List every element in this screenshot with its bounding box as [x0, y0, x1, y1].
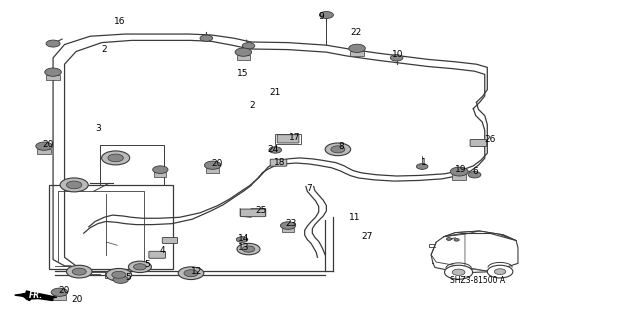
Text: 11: 11 [349, 213, 360, 222]
Circle shape [487, 265, 513, 278]
Circle shape [178, 267, 204, 279]
Circle shape [60, 178, 88, 192]
Bar [53, 295, 66, 300]
Circle shape [108, 154, 124, 162]
Text: 20: 20 [211, 159, 223, 168]
FancyBboxPatch shape [277, 135, 299, 143]
Circle shape [36, 142, 52, 150]
Circle shape [72, 268, 86, 275]
Text: 7: 7 [306, 184, 312, 193]
Circle shape [494, 269, 506, 274]
Circle shape [269, 147, 282, 153]
Text: 3: 3 [95, 124, 101, 133]
Bar [100, 145, 164, 185]
Bar [38, 149, 51, 153]
Text: 14: 14 [238, 234, 250, 243]
Circle shape [445, 265, 472, 279]
Text: 21: 21 [269, 88, 280, 97]
FancyBboxPatch shape [149, 251, 166, 258]
Circle shape [454, 239, 460, 241]
Text: 20: 20 [42, 140, 54, 149]
Circle shape [46, 40, 60, 47]
Circle shape [153, 166, 168, 174]
Circle shape [184, 270, 198, 277]
Circle shape [235, 48, 252, 56]
Text: 2: 2 [102, 45, 108, 55]
Text: SHZ3-81500 A: SHZ3-81500 A [451, 276, 506, 286]
Text: 22: 22 [351, 28, 362, 37]
Bar [47, 75, 60, 79]
Text: 10: 10 [392, 50, 403, 59]
Text: 4: 4 [159, 247, 164, 256]
Text: 2: 2 [250, 101, 255, 110]
Text: 9: 9 [319, 12, 324, 21]
FancyBboxPatch shape [241, 209, 266, 217]
Text: 19: 19 [456, 165, 467, 174]
Text: 12: 12 [191, 267, 202, 276]
Bar [282, 228, 294, 233]
Circle shape [417, 164, 428, 169]
Text: 27: 27 [362, 232, 373, 241]
Circle shape [51, 288, 68, 296]
Text: 20: 20 [71, 295, 83, 304]
Text: 24: 24 [268, 145, 279, 154]
Circle shape [45, 68, 61, 76]
Polygon shape [431, 234, 518, 273]
Text: 20: 20 [58, 286, 70, 295]
Circle shape [468, 172, 481, 178]
Text: 23: 23 [285, 219, 296, 228]
Text: 13: 13 [238, 243, 250, 252]
Circle shape [331, 146, 345, 153]
Bar [350, 51, 364, 56]
Circle shape [237, 243, 260, 255]
Circle shape [280, 222, 296, 229]
Circle shape [236, 237, 248, 242]
Polygon shape [15, 291, 57, 299]
Circle shape [102, 151, 130, 165]
Bar [452, 174, 467, 180]
Bar [206, 168, 220, 173]
Circle shape [447, 238, 452, 240]
Circle shape [242, 43, 255, 49]
Text: 15: 15 [237, 69, 248, 78]
Circle shape [67, 181, 82, 189]
Circle shape [112, 271, 126, 278]
Bar [154, 172, 166, 176]
Circle shape [200, 35, 212, 41]
Circle shape [129, 261, 152, 272]
Circle shape [325, 143, 351, 156]
Circle shape [106, 269, 132, 281]
Circle shape [319, 11, 333, 19]
Text: 25: 25 [255, 206, 266, 215]
Text: 5: 5 [125, 273, 131, 282]
Circle shape [67, 265, 92, 278]
Bar [237, 55, 250, 60]
Circle shape [390, 55, 403, 61]
Text: FR.: FR. [29, 291, 43, 300]
Circle shape [204, 161, 221, 169]
Text: 5: 5 [145, 260, 150, 270]
Circle shape [134, 264, 146, 270]
FancyBboxPatch shape [470, 139, 486, 146]
Text: 18: 18 [274, 158, 285, 167]
Circle shape [242, 246, 255, 252]
Circle shape [113, 276, 129, 283]
Text: 1: 1 [421, 158, 427, 167]
Text: 17: 17 [289, 133, 301, 142]
Circle shape [132, 263, 148, 271]
Text: 16: 16 [115, 17, 126, 26]
Circle shape [349, 44, 365, 52]
Text: 8: 8 [338, 142, 344, 151]
FancyBboxPatch shape [163, 237, 177, 243]
Text: 6: 6 [472, 167, 477, 176]
Circle shape [452, 269, 465, 275]
Text: 26: 26 [484, 135, 496, 144]
Circle shape [451, 167, 468, 176]
FancyBboxPatch shape [270, 159, 287, 166]
Bar [275, 134, 301, 144]
